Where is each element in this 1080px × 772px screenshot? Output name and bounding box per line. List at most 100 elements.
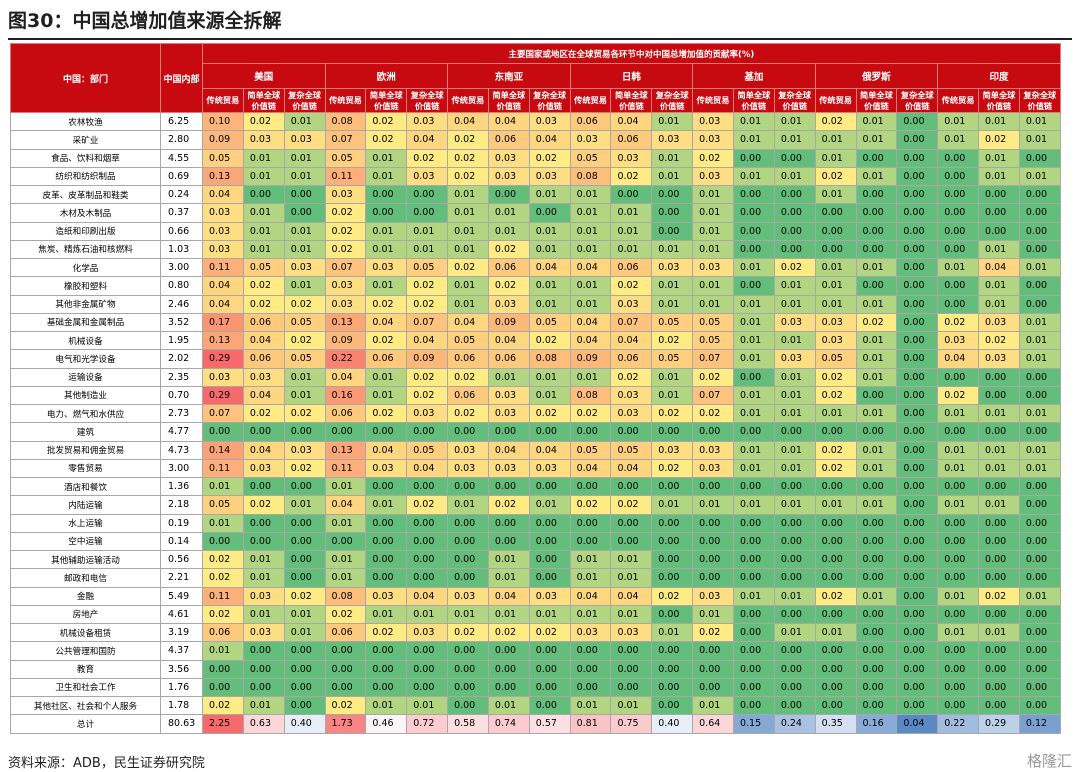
contribution-cell: 0.05 xyxy=(569,148,612,168)
contribution-cell: 0.05 xyxy=(324,148,367,168)
contribution-cell: 0.00 xyxy=(1018,677,1061,698)
contribution-cell: 0.01 xyxy=(692,221,734,241)
table-row: 电力、燃气和水供应 2.73 0.07 0.02 0.02 0.06 0.02 0.03 0.0… xyxy=(10,403,1061,424)
contribution-cell: 0.00 xyxy=(365,568,408,588)
sector-name: 皮革、皮革制品和鞋类 xyxy=(10,184,161,205)
contribution-cell: 0.29 xyxy=(202,385,244,406)
contribution-cell: 0.01 xyxy=(855,257,898,278)
sector-name: 化学品 xyxy=(10,257,161,278)
contribution-cell: 0.00 xyxy=(896,148,939,168)
contribution-cell: 0.01 xyxy=(365,385,408,406)
contribution-cell: 0.00 xyxy=(610,476,653,497)
contribution-cell: 0.00 xyxy=(1018,531,1061,552)
contribution-cell: 0.01 xyxy=(202,641,244,661)
contribution-cell: 0.02 xyxy=(242,495,285,515)
contribution-cell: 0.00 xyxy=(814,659,857,679)
contribution-cell: 0.02 xyxy=(651,458,694,479)
contribution-cell: 0.00 xyxy=(978,604,1020,625)
domestic-value: 0.56 xyxy=(160,549,203,570)
contribution-cell: 0.00 xyxy=(773,513,816,533)
contribution-cell: 0.01 xyxy=(406,221,449,241)
contribution-cell: 0.00 xyxy=(365,476,408,497)
contribution-cell: 0.00 xyxy=(242,641,285,661)
contribution-cell: 0.02 xyxy=(651,586,694,606)
contribution-cell: 0.03 xyxy=(569,130,612,150)
sector-name: 酒店和餐饮 xyxy=(10,476,161,497)
contribution-cell: 0.09 xyxy=(569,349,612,369)
contribution-cell: 0.05 xyxy=(406,440,449,460)
contribution-cell: 0.08 xyxy=(324,586,367,606)
contribution-cell: 0.06 xyxy=(365,349,408,369)
contribution-cell: 0.13 xyxy=(202,166,244,187)
contribution-cell: 0.05 xyxy=(202,495,244,515)
chain-header: 传统贸易 xyxy=(447,88,489,113)
contribution-cell: 0.03 xyxy=(324,294,367,314)
contribution-cell: 0.01 xyxy=(937,440,980,460)
contribution-cell: 0.03 xyxy=(242,586,285,606)
contribution-cell: 0.03 xyxy=(528,111,571,132)
contribution-cell: 0.02 xyxy=(937,385,980,406)
contribution-cell: 0.02 xyxy=(814,166,857,187)
contribution-cell: 0.01 xyxy=(732,330,775,351)
contribution-cell: 0.00 xyxy=(855,531,898,552)
contribution-cell: 0.00 xyxy=(651,695,694,716)
contribution-cell: 0.00 xyxy=(896,604,939,625)
domestic-value: 2.35 xyxy=(160,367,203,387)
contribution-cell: 0.01 xyxy=(447,239,489,260)
contribution-cell: 0.01 xyxy=(692,294,734,314)
contribution-cell: 0.01 xyxy=(978,111,1020,132)
chain-header: 复杂全球价值链 xyxy=(528,88,571,113)
table-row: 房地产 4.61 0.02 0.01 0.01 0.02 0.01 0.01 0.01 0.01 0… xyxy=(10,604,1061,625)
sector-name: 水上运输 xyxy=(10,513,161,533)
table-row: 其他社区、社会和个人服务 1.78 0.02 0.01 0.00 0.02 0.01 0.01… xyxy=(10,695,1061,716)
contribution-cell: 0.00 xyxy=(1018,476,1061,497)
contribution-cell: 0.06 xyxy=(242,312,285,333)
domestic-value: 4.61 xyxy=(160,604,203,625)
contribution-cell: 0.00 xyxy=(447,659,489,679)
contribution-cell: 0.02 xyxy=(202,695,244,716)
domestic-value: 3.52 xyxy=(160,312,203,333)
contribution-cell: 0.00 xyxy=(283,549,326,570)
contribution-cell: 0.64 xyxy=(692,714,734,734)
domestic-value: 2.80 xyxy=(160,130,203,150)
contribution-cell: 0.08 xyxy=(569,166,612,187)
contribution-cell: 0.05 xyxy=(610,440,653,460)
contribution-cell: 0.00 xyxy=(202,422,244,442)
contribution-cell: 0.03 xyxy=(814,330,857,351)
contribution-cell: 0.01 xyxy=(610,203,653,223)
contribution-cell: 0.01 xyxy=(1018,312,1061,333)
contribution-cell: 0.01 xyxy=(528,495,571,515)
contribution-cell: 0.01 xyxy=(978,440,1020,460)
contribution-cell: 0.02 xyxy=(651,330,694,351)
contribution-cell: 0.02 xyxy=(406,367,449,387)
contribution-cell: 0.01 xyxy=(487,549,530,570)
contribution-cell: 0.02 xyxy=(610,495,653,515)
chain-header-row: 传统贸易 简单全球价值链 复杂全球价值链 传统贸易 简单全球价值链 复杂全球价值链 传统贸易… xyxy=(11,88,1061,113)
contribution-cell: 0.00 xyxy=(487,184,530,205)
contribution-cell: 0.01 xyxy=(365,367,408,387)
contribution-cell: 0.06 xyxy=(324,403,367,424)
contribution-cell: 0.00 xyxy=(528,476,571,497)
contribution-cell: 0.09 xyxy=(202,130,244,150)
sector-name: 房地产 xyxy=(10,604,161,625)
chain-header: 复杂全球价值链 xyxy=(896,88,939,113)
contribution-cell: 0.03 xyxy=(569,622,612,643)
contribution-cell: 0.03 xyxy=(692,130,734,150)
contribution-cell: 0.05 xyxy=(692,312,734,333)
contribution-cell: 0.02 xyxy=(610,367,653,387)
contribution-cell: 0.00 xyxy=(732,203,775,223)
contribution-cell: 0.00 xyxy=(773,641,816,661)
chain-header: 复杂全球价值链 xyxy=(406,88,449,113)
contribution-cell: 0.00 xyxy=(937,604,980,625)
contribution-cell: 0.00 xyxy=(242,476,285,497)
contribution-cell: 0.01 xyxy=(732,294,775,314)
sector-name: 机械设备 xyxy=(10,330,161,351)
contribution-cell: 0.01 xyxy=(569,549,612,570)
contribution-cell: 0.00 xyxy=(610,659,653,679)
contribution-cell: 0.01 xyxy=(569,604,612,625)
contribution-cell: 0.17 xyxy=(202,312,244,333)
contribution-cell: 0.00 xyxy=(487,659,530,679)
contribution-cell: 0.00 xyxy=(365,422,408,442)
contribution-cell: 0.00 xyxy=(324,641,367,661)
contribution-cell: 0.00 xyxy=(896,549,939,570)
